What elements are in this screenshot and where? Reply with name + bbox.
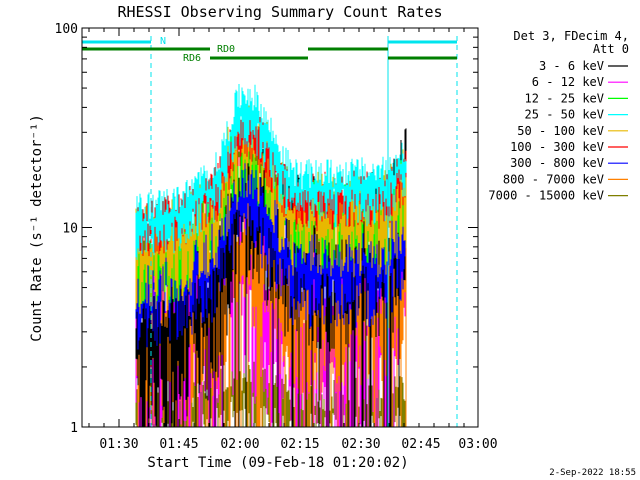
x-tick-label: 01:30 <box>99 437 138 452</box>
legend-label-8: 800 - 7000 keV <box>503 172 604 186</box>
y-tick-label: 100 <box>55 22 78 37</box>
legend-label-4: 25 - 50 keV <box>525 108 604 122</box>
legend-label-9: 7000 - 15000 keV <box>488 189 604 203</box>
legend-label-3: 12 - 25 keV <box>525 91 604 105</box>
data-layer <box>135 84 407 427</box>
legend-label-1: 3 - 6 keV <box>539 59 604 73</box>
timestamp: 2-Sep-2022 18:55 <box>549 468 636 478</box>
legend-label-5: 50 - 100 keV <box>517 124 604 138</box>
y-tick-label: 10 <box>62 222 78 237</box>
flag-n-label: N <box>160 36 166 47</box>
y-axis-label: Count Rate (s⁻¹ detector⁻¹) <box>29 114 45 342</box>
legend-header-line-1: Det 3, FDecim 4, <box>513 29 629 43</box>
x-tick-label: 02:15 <box>280 437 319 452</box>
legend-label-6: 100 - 300 keV <box>510 140 604 154</box>
flag-rd6-label: RD6 <box>183 53 201 64</box>
x-tick-label: 01:45 <box>159 437 198 452</box>
x-tick-label: 02:45 <box>401 437 440 452</box>
x-axis-label: Start Time (09-Feb-18 01:20:02) <box>147 455 408 471</box>
legend-label-2: 6 - 12 keV <box>532 75 604 89</box>
series-4-trace <box>135 84 407 260</box>
x-tick-label: 02:00 <box>220 437 259 452</box>
legend: 3 - 6 keV 6 - 12 keV 12 - 25 keV 25 - 50 ke… <box>488 59 628 203</box>
flag-rd0-label: RD0 <box>217 44 235 55</box>
legend-label-7: 300 - 800 keV <box>510 156 604 170</box>
x-tick-label: 03:00 <box>458 437 497 452</box>
x-tick-label: 02:30 <box>341 437 380 452</box>
y-tick-label: 1 <box>70 421 78 436</box>
axis-layer: 01:30 01:45 02:00 02:15 02:30 02:45 03:00 1 10 10… <box>55 22 498 452</box>
chart-title: RHESSI Observing Summary Count Rates <box>117 3 442 21</box>
legend-header-line-2: Att 0 <box>593 42 629 56</box>
